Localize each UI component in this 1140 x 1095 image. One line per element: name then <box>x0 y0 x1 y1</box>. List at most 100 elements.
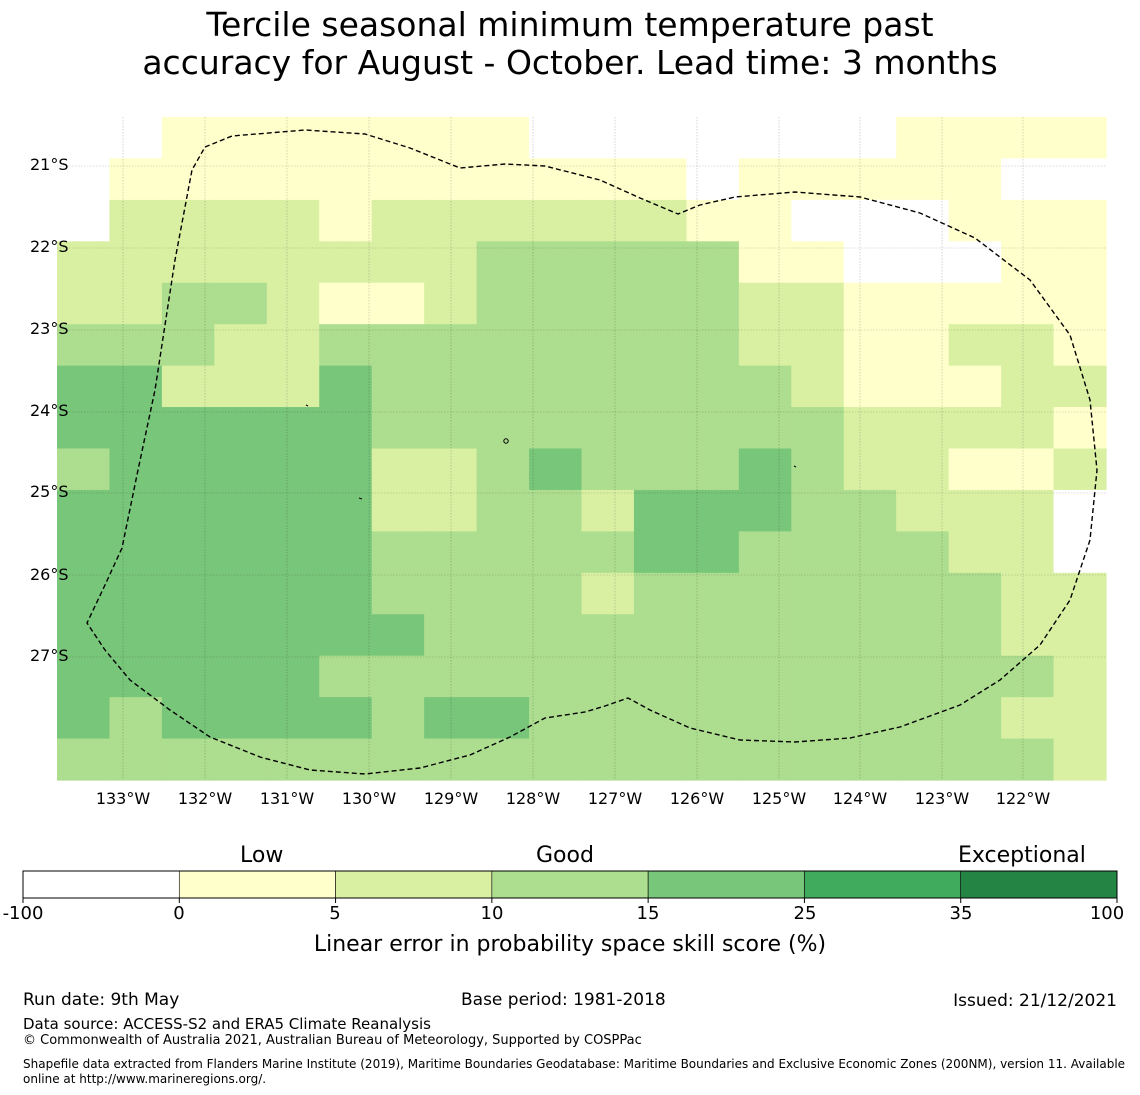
grid-cell <box>214 448 268 491</box>
grid-cell <box>843 531 897 574</box>
grid-cell <box>57 655 111 698</box>
grid-cell <box>266 572 320 615</box>
grid-cell <box>476 199 530 242</box>
grid-cell <box>581 572 635 615</box>
grid-cell <box>791 282 845 325</box>
grid-cell <box>161 614 215 657</box>
grid-cell <box>161 738 215 781</box>
colorbar-tick-label: 5 <box>329 903 341 924</box>
grid-cell <box>1053 241 1107 284</box>
grid-cell <box>424 448 478 491</box>
grid-cell <box>424 697 478 740</box>
grid-cell <box>214 241 268 284</box>
grid-cell <box>581 199 635 242</box>
grid-cell <box>738 324 792 367</box>
grid-cell <box>529 158 583 201</box>
grid-cell <box>896 117 950 160</box>
grid-cell <box>424 199 478 242</box>
colorbar-tick-label: 0 <box>173 903 185 924</box>
grid-cell <box>633 738 687 781</box>
colorbar-tick-label: 35 <box>949 903 973 924</box>
grid-cell <box>266 407 320 450</box>
grid-cell <box>948 241 1002 284</box>
grid-cell <box>266 158 320 201</box>
grid-cell <box>791 655 845 698</box>
grid-cell <box>476 489 530 532</box>
grid-cell <box>738 407 792 450</box>
grid-cell <box>214 738 268 781</box>
grid-cell <box>948 324 1002 367</box>
grid-cell <box>529 448 583 491</box>
grid-cell <box>57 448 111 491</box>
grid-cell <box>529 531 583 574</box>
grid-cell <box>633 199 687 242</box>
grid-cell <box>1001 448 1055 491</box>
grid-cell <box>319 572 373 615</box>
grid-cell <box>1053 614 1107 657</box>
grid-cell <box>843 614 897 657</box>
grid-cell <box>319 531 373 574</box>
grid-cell <box>529 199 583 242</box>
lon-label: 124°W <box>832 789 888 808</box>
grid-cell <box>1001 572 1055 615</box>
grid-cell <box>843 241 897 284</box>
grid-cell <box>738 614 792 657</box>
grid-cell <box>686 117 740 160</box>
colorbar-tick-label: 15 <box>636 903 660 924</box>
lon-label: 133°W <box>95 789 151 808</box>
grid-cell <box>319 697 373 740</box>
lat-label: 22°S <box>30 237 69 256</box>
grid-cell <box>424 655 478 698</box>
grid-cell <box>424 489 478 532</box>
grid-cell <box>581 614 635 657</box>
lon-label: 129°W <box>423 789 479 808</box>
grid-cell <box>633 324 687 367</box>
grid-cell <box>896 365 950 408</box>
grid-cell <box>581 158 635 201</box>
grid-cell <box>371 738 425 781</box>
grid-cell <box>1001 324 1055 367</box>
grid-cell <box>109 241 163 284</box>
grid-cell <box>371 407 425 450</box>
grid-cell <box>1001 158 1055 201</box>
grid-cell <box>896 199 950 242</box>
grid-cell <box>161 241 215 284</box>
lon-label: 130°W <box>341 789 397 808</box>
grid-cell <box>371 324 425 367</box>
grid-cell <box>371 158 425 201</box>
colorbar-category-exceptional: Exceptional <box>958 843 1086 868</box>
grid-cell <box>476 282 530 325</box>
grid-cell <box>948 282 1002 325</box>
grid-cell <box>109 489 163 532</box>
grid-cell <box>161 407 215 450</box>
grid-cell <box>843 365 897 408</box>
grid-cell <box>738 117 792 160</box>
grid-cell <box>1053 531 1107 574</box>
grid-cell <box>161 365 215 408</box>
grid-cell <box>529 241 583 284</box>
grid-cell <box>686 324 740 367</box>
grid-cell <box>1001 489 1055 532</box>
grid-cell <box>57 738 111 781</box>
grid-cell <box>57 365 111 408</box>
grid-cell <box>319 117 373 160</box>
lat-label: 27°S <box>30 646 69 665</box>
data-source: Data source: ACCESS-S2 and ERA5 Climate … <box>23 1015 431 1033</box>
grid-cell <box>948 448 1002 491</box>
shapefile-credit-line-2: online at http://www.marineregions.org/. <box>23 1072 267 1086</box>
lat-label: 23°S <box>30 319 69 338</box>
grid-cell <box>843 158 897 201</box>
grid-cell <box>896 241 950 284</box>
grid-cell <box>581 117 635 160</box>
grid-cell <box>319 448 373 491</box>
grid-cell <box>843 199 897 242</box>
grid-cell <box>371 365 425 408</box>
map-graticule <box>57 117 1106 780</box>
grid-cell <box>319 489 373 532</box>
grid-cell <box>686 531 740 574</box>
grid-cell <box>896 738 950 781</box>
grid-cell <box>791 324 845 367</box>
colorbar-category-low: Low <box>240 843 284 868</box>
lon-label: 126°W <box>669 789 725 808</box>
